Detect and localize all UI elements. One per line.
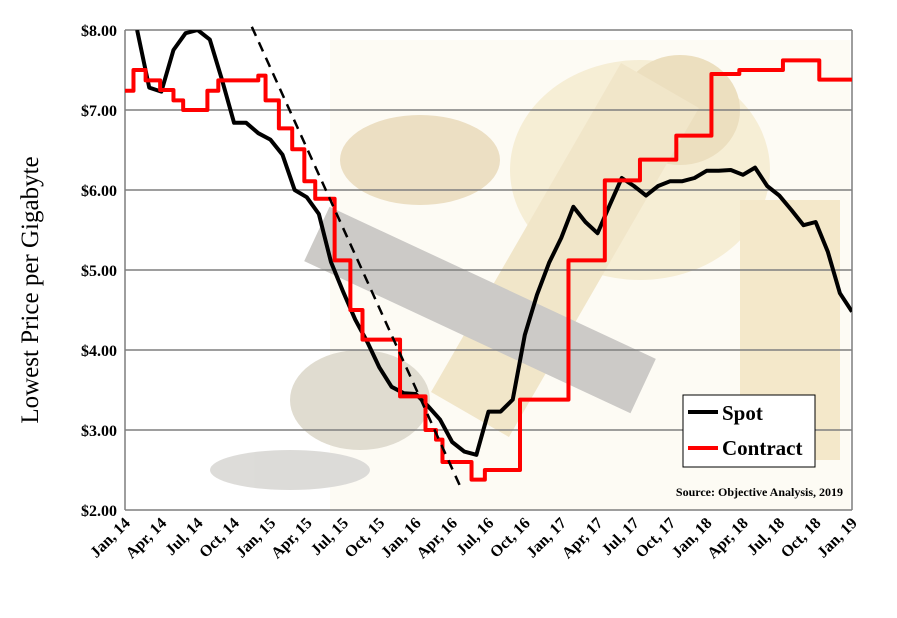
series-line-contract	[125, 58, 852, 482]
y-tick-label: $4.00	[81, 343, 117, 360]
y-tick-label: $7.00	[81, 103, 117, 120]
x-tick-label: Oct, 16	[487, 515, 534, 562]
y-axis-title: Lowest Price per Gigabyte	[17, 156, 44, 423]
y-tick-label: $2.00	[81, 503, 117, 520]
x-tick-label: Jan, 19	[814, 515, 861, 562]
legend-label-contract: Contract	[722, 436, 802, 460]
y-tick-label: $8.00	[81, 23, 117, 40]
y-tick-label: $6.00	[81, 183, 117, 200]
x-tick-label: Oct, 15	[342, 515, 389, 562]
legend-label-spot: Spot	[722, 401, 763, 425]
y-tick-label: $5.00	[81, 263, 117, 280]
legend: Spot Contract	[682, 394, 816, 468]
source-annotation: Source: Objective Analysis, 2019	[676, 485, 843, 499]
y-tick-label: $3.00	[81, 423, 117, 440]
x-tick-label: Apr, 17	[559, 515, 606, 562]
microscope-background-image	[210, 40, 850, 510]
x-tick-label: Apr, 16	[414, 515, 461, 562]
x-tick-label: Apr, 15	[268, 515, 315, 562]
x-tick-label: Oct, 18	[778, 515, 825, 562]
x-tick-label: Apr, 18	[704, 515, 751, 562]
series-line-spot	[135, 30, 852, 457]
x-tick-label: Oct, 14	[196, 515, 243, 562]
x-tick-label: Apr, 14	[123, 515, 170, 562]
x-tick-label: Oct, 17	[632, 515, 679, 562]
